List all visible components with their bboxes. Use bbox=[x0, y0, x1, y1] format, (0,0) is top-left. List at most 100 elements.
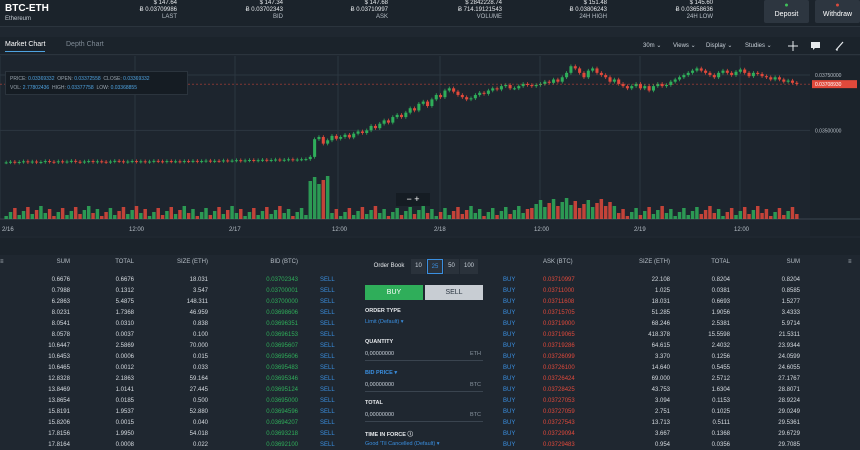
bid-price-select[interactable]: BID PRICE ▾ bbox=[365, 370, 398, 376]
menu-icon[interactable]: ≡ bbox=[848, 259, 852, 265]
ask-row[interactable]: BUY 0.03727059 2.751 0.1025 29.0249 bbox=[495, 407, 855, 417]
bid-row[interactable]: 15.8206 0.0015 0.040 0.03694207 SELL bbox=[0, 418, 350, 428]
volume-bar bbox=[43, 213, 48, 219]
bid-sell-button[interactable]: SELL bbox=[320, 420, 335, 426]
bid-row[interactable]: 12.8328 2.1863 59.164 0.03695346 SELL bbox=[0, 374, 350, 384]
bid-sell-button[interactable]: SELL bbox=[320, 288, 335, 294]
ask-row[interactable]: BUY 0.03726099 3.370 0.1256 24.0599 bbox=[495, 352, 855, 362]
bid-row[interactable]: 8.0231 1.7368 46.959 0.03698606 SELL bbox=[0, 308, 350, 318]
tab-market-chart[interactable]: Market Chart bbox=[5, 41, 46, 52]
crosshair-icon[interactable] bbox=[788, 41, 798, 51]
bid-row[interactable]: 8.0578 0.0037 0.100 0.03696153 SELL bbox=[0, 330, 350, 340]
ask-row[interactable]: BUY 0.03726424 69.000 2.5712 27.1767 bbox=[495, 374, 855, 384]
withdraw-button[interactable]: ● Withdraw bbox=[815, 0, 860, 23]
bid-sell-button[interactable]: SELL bbox=[320, 387, 335, 393]
bid-sell-button[interactable]: SELL bbox=[320, 376, 335, 382]
ask-buy-button[interactable]: BUY bbox=[503, 332, 516, 338]
comment-icon[interactable] bbox=[811, 42, 820, 50]
deposit-button[interactable]: ● Deposit bbox=[764, 0, 809, 23]
ask-buy-button[interactable]: BUY bbox=[503, 321, 516, 327]
bid-sell-button[interactable]: SELL bbox=[320, 365, 335, 371]
ask-row[interactable]: BUY 0.03727543 13.713 0.5111 29.5361 bbox=[495, 418, 855, 428]
ask-buy-button[interactable]: BUY bbox=[503, 376, 516, 382]
candle-body bbox=[308, 156, 312, 160]
ask-row[interactable]: BUY 0.03729483 0.954 0.0356 29.7085 bbox=[495, 440, 855, 450]
bid-row[interactable]: 10.6453 0.0006 0.015 0.03695606 SELL bbox=[0, 352, 350, 362]
ask-buy-button[interactable]: BUY bbox=[503, 343, 516, 349]
bid-sell-button[interactable]: SELL bbox=[320, 321, 335, 327]
views-menu[interactable]: Views ⌄ bbox=[673, 43, 696, 49]
bid-row[interactable]: 0.7988 0.1312 3.547 0.03700001 SELL bbox=[0, 286, 350, 296]
bid-sell-button[interactable]: SELL bbox=[320, 409, 335, 415]
orderbook-size-50[interactable]: 50 bbox=[444, 259, 459, 274]
ask-buy-button[interactable]: BUY bbox=[503, 420, 516, 426]
ask-row[interactable]: BUY 0.03711000 1.025 0.0381 0.8585 bbox=[495, 286, 855, 296]
interval-select[interactable]: 30m ⌄ bbox=[643, 43, 662, 49]
candle-body bbox=[230, 160, 234, 162]
zoom-controls[interactable]: − + bbox=[396, 193, 430, 206]
total-input[interactable]: 0,00000000 bbox=[365, 412, 395, 418]
bid-row[interactable]: 6.2863 5.4875 148.311 0.03700000 SELL bbox=[0, 297, 350, 307]
bid-row[interactable]: 17.8156 1.9950 54.018 0.03693218 SELL bbox=[0, 429, 350, 439]
bid-price: 0.03695607 bbox=[266, 343, 298, 349]
bid-row[interactable]: 17.8164 0.0008 0.022 0.03692100 SELL bbox=[0, 440, 350, 450]
menu-icon[interactable]: ≡ bbox=[0, 259, 4, 265]
ask-buy-button[interactable]: BUY bbox=[503, 299, 516, 305]
candle-body bbox=[256, 160, 260, 162]
bid-row[interactable]: 0.6676 0.6676 18.031 0.03702343 SELL bbox=[0, 275, 350, 285]
bid-sell-button[interactable]: SELL bbox=[320, 354, 335, 360]
ask-buy-button[interactable]: BUY bbox=[503, 354, 516, 360]
order-type-select[interactable]: Limit (Default) ▾ bbox=[365, 319, 404, 325]
ask-row[interactable]: BUY 0.03726100 14.640 0.5455 24.6055 bbox=[495, 363, 855, 373]
ask-row[interactable]: BUY 0.03711608 18.031 0.6693 1.5277 bbox=[495, 297, 855, 307]
pencil-icon[interactable] bbox=[835, 41, 844, 51]
bid-sell-button[interactable]: SELL bbox=[320, 277, 335, 283]
ask-row[interactable]: BUY 0.03728425 43.753 1.6304 28.8071 bbox=[495, 385, 855, 395]
candle-body bbox=[95, 161, 99, 163]
bid-row[interactable]: 8.0541 0.0310 0.838 0.03696351 SELL bbox=[0, 319, 350, 329]
bid-sell-button[interactable]: SELL bbox=[320, 299, 335, 305]
bid-row[interactable]: 13.8654 0.0185 0.500 0.03695000 SELL bbox=[0, 396, 350, 406]
ask-row[interactable]: BUY 0.03719065 418.378 15.5598 21.5311 bbox=[495, 330, 855, 340]
ask-buy-button[interactable]: BUY bbox=[503, 365, 516, 371]
volume-bar bbox=[482, 216, 486, 219]
ask-buy-button[interactable]: BUY bbox=[503, 310, 516, 316]
orderbook-size-25[interactable]: 25 bbox=[427, 259, 443, 274]
ask-row[interactable]: BUY 0.03727053 3.094 0.1153 28.9224 bbox=[495, 396, 855, 406]
ask-row[interactable]: BUY 0.03715705 51.285 1.9056 3.4333 bbox=[495, 308, 855, 318]
ask-buy-button[interactable]: BUY bbox=[503, 409, 516, 415]
volume-bar bbox=[677, 212, 682, 219]
time-in-force-select[interactable]: Good 'Til Cancelled (Default) ▾ bbox=[365, 441, 440, 447]
bid-price-input[interactable]: 0,00000000 bbox=[365, 382, 395, 388]
bid-row[interactable]: 10.6447 2.5869 70.000 0.03695607 SELL bbox=[0, 341, 350, 351]
candle-body bbox=[617, 79, 621, 84]
ask-row[interactable]: BUY 0.03729094 3.667 0.1368 29.6729 bbox=[495, 429, 855, 439]
sell-tab-button[interactable]: SELL bbox=[425, 285, 483, 300]
bid-sell-button[interactable]: SELL bbox=[320, 332, 335, 338]
orderbook-size-10[interactable]: 10 bbox=[411, 259, 426, 274]
bid-sell-button[interactable]: SELL bbox=[320, 442, 335, 448]
buy-tab-button[interactable]: BUY bbox=[365, 285, 423, 300]
ask-row[interactable]: BUY 0.03719000 68.246 2.5381 5.9714 bbox=[495, 319, 855, 329]
quantity-input[interactable]: 0,00000000 bbox=[365, 351, 395, 357]
bid-sell-button[interactable]: SELL bbox=[320, 343, 335, 349]
candle-body bbox=[660, 83, 664, 87]
bid-sell-button[interactable]: SELL bbox=[320, 310, 335, 316]
ask-buy-button[interactable]: BUY bbox=[503, 288, 516, 294]
orderbook-size-100[interactable]: 100 bbox=[460, 259, 478, 274]
ask-buy-button[interactable]: BUY bbox=[503, 398, 516, 404]
ask-row[interactable]: BUY 0.03719286 64.615 2.4032 23.9344 bbox=[495, 341, 855, 351]
bid-sell-button[interactable]: SELL bbox=[320, 431, 335, 437]
studies-menu[interactable]: Studies ⌄ bbox=[745, 43, 772, 49]
tab-depth-chart[interactable]: Depth Chart bbox=[66, 41, 104, 48]
ask-row[interactable]: BUY 0.03710997 22.108 0.8204 0.8204 bbox=[495, 275, 855, 285]
ask-buy-button[interactable]: BUY bbox=[503, 442, 516, 448]
bid-row[interactable]: 10.6465 0.0012 0.033 0.03695483 SELL bbox=[0, 363, 350, 373]
bid-row[interactable]: 15.8191 1.9537 52.880 0.03694596 SELL bbox=[0, 407, 350, 417]
bid-row[interactable]: 13.8469 1.0141 27.445 0.03695124 SELL bbox=[0, 385, 350, 395]
ask-buy-button[interactable]: BUY bbox=[503, 387, 516, 393]
ask-buy-button[interactable]: BUY bbox=[503, 277, 516, 283]
display-menu[interactable]: Display ⌄ bbox=[706, 43, 733, 49]
bid-sell-button[interactable]: SELL bbox=[320, 398, 335, 404]
ask-buy-button[interactable]: BUY bbox=[503, 431, 516, 437]
